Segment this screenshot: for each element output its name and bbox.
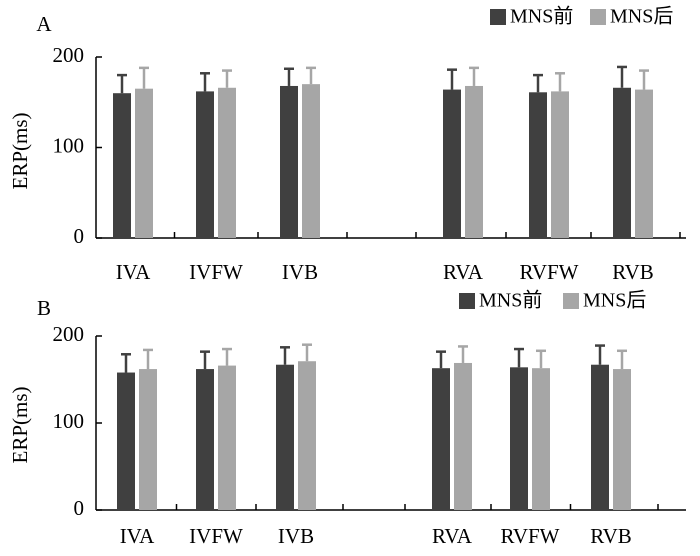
- category-label-ivb: IVB: [282, 260, 318, 284]
- legend-swatch-1: [459, 293, 475, 309]
- legend-swatch-2: [563, 293, 579, 309]
- category-label-rvb: RVB: [612, 260, 654, 284]
- y-tick-label: 200: [53, 322, 85, 346]
- category-label-rvfw: RVFW: [501, 524, 560, 548]
- bar-ivb-series-1: [280, 85, 298, 239]
- bar-rva-series-2: [465, 85, 483, 239]
- category-label-rva: RVA: [432, 524, 473, 548]
- legend-label-2: MNS后: [583, 289, 646, 312]
- category-label-ivfw: IVFW: [189, 524, 243, 548]
- bar-rva-series-1: [443, 89, 461, 238]
- legend-swatch-1: [490, 9, 506, 25]
- bar-rvfw-series-2: [551, 91, 569, 238]
- panel-label: B: [37, 296, 51, 320]
- bar-ivb-series-2: [302, 84, 320, 239]
- bar-rvb-series-1: [613, 87, 631, 239]
- bar-rvb-series-1: [591, 364, 609, 510]
- bar-ivb-series-1: [276, 364, 294, 510]
- bar-rvb-series-2: [635, 89, 653, 238]
- bar-rva-series-1: [432, 368, 450, 510]
- bar-iva-series-1: [113, 93, 131, 238]
- category-label-rva: RVA: [443, 260, 484, 284]
- bar-ivb-series-2: [298, 361, 316, 510]
- bar-rvfw-series-2: [532, 368, 550, 510]
- bar-ivfw-series-1: [196, 91, 214, 238]
- y-axis-label: ERP(ms): [8, 386, 32, 463]
- category-label-iva: IVA: [116, 260, 151, 284]
- category-label-rvfw: RVFW: [520, 260, 579, 284]
- category-label-ivfw: IVFW: [189, 260, 243, 284]
- y-tick-label: 0: [74, 496, 85, 520]
- y-tick-label: 100: [53, 409, 85, 433]
- bar-rvb-series-2: [613, 369, 631, 510]
- legend: MNS前 MNS后: [490, 5, 673, 28]
- panel-label: A: [36, 12, 52, 36]
- legend-label-1: MNS前: [510, 5, 573, 28]
- bar-ivfw-series-2: [218, 365, 236, 510]
- legend-label-2: MNS后: [610, 5, 673, 28]
- y-tick-label: 200: [53, 43, 85, 67]
- bar-rvfw-series-1: [510, 367, 528, 510]
- bar-iva-series-2: [135, 88, 153, 238]
- category-label-iva: IVA: [120, 524, 155, 548]
- y-axis-label: ERP(ms): [8, 112, 32, 189]
- category-label-ivb: IVB: [278, 524, 314, 548]
- bar-ivfw-series-2: [218, 87, 236, 239]
- legend-swatch-2: [590, 9, 606, 25]
- bar-ivfw-series-1: [196, 369, 214, 510]
- legend-label-1: MNS前: [479, 289, 542, 312]
- bar-iva-series-2: [139, 369, 157, 510]
- bar-iva-series-1: [117, 372, 135, 510]
- y-tick-label: 100: [53, 133, 85, 157]
- y-tick-label: 0: [74, 224, 85, 248]
- legend: MNS前 MNS后: [459, 289, 646, 312]
- bar-rvfw-series-1: [529, 92, 547, 238]
- bar-rva-series-2: [454, 362, 472, 510]
- category-label-rvb: RVB: [590, 524, 632, 548]
